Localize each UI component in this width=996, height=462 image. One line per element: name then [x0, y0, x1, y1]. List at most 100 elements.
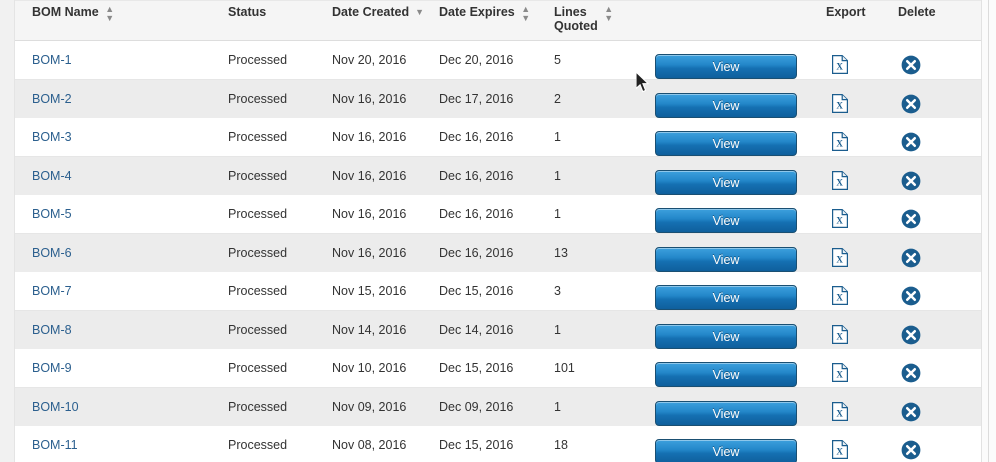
sort-toggle-lines-quoted-icon[interactable]: ▲ ▼ — [604, 4, 614, 23]
bom-name-link[interactable]: BOM-5 — [32, 207, 72, 221]
excel-file-icon[interactable]: X — [832, 402, 848, 421]
column-header-date-created[interactable]: Date Created ▼ — [332, 0, 437, 41]
sort-toggle-bom-name-icon[interactable]: ▲ ▼ — [105, 4, 115, 23]
excel-file-icon[interactable]: X — [832, 55, 848, 74]
view-button[interactable]: View — [655, 324, 797, 349]
cell-date-expires: Dec 16, 2016 — [439, 207, 514, 221]
cell-export[interactable]: X — [819, 157, 898, 196]
table-row: BOM-10 Processed Nov 09, 2016 Dec 09, 2016 1… — [15, 387, 981, 427]
column-header-export: Export — [819, 0, 898, 41]
column-header-date-expires[interactable]: Date Expires ▲ ▼ — [437, 0, 549, 41]
circle-x-icon[interactable] — [901, 286, 921, 306]
cell-delete[interactable] — [898, 118, 981, 157]
bom-name-link[interactable]: BOM-3 — [32, 130, 72, 144]
cell-export[interactable]: X — [819, 272, 898, 311]
cell-export[interactable]: X — [819, 80, 898, 119]
circle-x-icon[interactable] — [901, 248, 921, 268]
bom-name-link[interactable]: BOM-10 — [32, 400, 79, 414]
cell-export[interactable]: X — [819, 311, 898, 350]
cell-status: Processed — [228, 284, 288, 298]
bom-name-link[interactable]: BOM-1 — [32, 53, 72, 67]
sort-toggle-date-expires-icon[interactable]: ▲ ▼ — [521, 4, 531, 23]
cell-delete[interactable] — [898, 349, 981, 388]
bom-name-link[interactable]: BOM-9 — [32, 361, 72, 375]
view-button[interactable]: View — [655, 401, 797, 426]
cell-view: View — [655, 311, 819, 349]
cell-view: View — [655, 118, 819, 157]
cell-delete[interactable] — [898, 157, 981, 196]
column-header-bom-name-label: BOM Name — [32, 5, 99, 19]
cell-export[interactable]: X — [819, 426, 898, 462]
view-button[interactable]: View — [655, 208, 797, 233]
bom-name-link[interactable]: BOM-6 — [32, 246, 72, 260]
bom-table-container: BOM Name ▲ ▼ Status Date Created ▼ — [15, 0, 981, 462]
cell-export[interactable]: X — [819, 349, 898, 388]
table-row: BOM-3 Processed Nov 16, 2016 Dec 16, 2016 1 V… — [15, 118, 981, 157]
cell-delete[interactable] — [898, 388, 981, 427]
column-header-view — [655, 0, 819, 41]
excel-file-icon[interactable]: X — [832, 94, 848, 113]
column-header-bom-name[interactable]: BOM Name ▲ ▼ — [15, 0, 227, 41]
cell-date-created: Nov 16, 2016 — [332, 169, 407, 183]
circle-x-icon[interactable] — [901, 402, 921, 422]
sort-descending-date-created-icon[interactable]: ▼ — [415, 7, 425, 17]
view-button[interactable]: View — [655, 247, 797, 272]
circle-x-icon[interactable] — [901, 132, 921, 152]
view-button[interactable]: View — [655, 285, 797, 310]
bom-name-link[interactable]: BOM-4 — [32, 169, 72, 183]
cell-export[interactable]: X — [819, 388, 898, 427]
circle-x-icon[interactable] — [901, 171, 921, 191]
bom-name-link[interactable]: BOM-11 — [32, 438, 78, 452]
excel-file-icon[interactable]: X — [832, 440, 848, 459]
cell-delete[interactable] — [898, 80, 981, 119]
column-header-lines-quoted[interactable]: Lines Quoted ▲ ▼ — [549, 0, 655, 41]
svg-text:X: X — [836, 370, 843, 380]
cell-lines-quoted: 1 — [554, 207, 561, 221]
cell-bom-name: BOM-3 — [15, 118, 227, 157]
cell-export[interactable]: X — [819, 41, 898, 80]
circle-x-icon[interactable] — [901, 94, 921, 114]
excel-file-icon[interactable]: X — [832, 363, 848, 382]
view-button[interactable]: View — [655, 170, 797, 195]
cell-view: View — [655, 195, 819, 234]
excel-file-icon[interactable]: X — [832, 209, 848, 228]
cell-delete[interactable] — [898, 195, 981, 234]
view-button[interactable]: View — [655, 54, 797, 79]
cell-bom-name: BOM-6 — [15, 234, 227, 273]
cell-export[interactable]: X — [819, 234, 898, 273]
circle-x-icon[interactable] — [901, 440, 921, 460]
table-row: BOM-2 Processed Nov 16, 2016 Dec 17, 2016 2 V… — [15, 79, 981, 119]
cell-delete[interactable] — [898, 426, 981, 462]
cell-bom-name: BOM-5 — [15, 195, 227, 234]
excel-file-icon[interactable]: X — [832, 248, 848, 267]
circle-x-icon[interactable] — [901, 325, 921, 345]
circle-x-icon[interactable] — [901, 363, 921, 383]
view-button[interactable]: View — [655, 439, 797, 462]
svg-text:X: X — [836, 409, 843, 419]
circle-x-icon[interactable] — [901, 209, 921, 229]
cell-delete[interactable] — [898, 311, 981, 350]
column-header-status[interactable]: Status — [227, 0, 332, 41]
cell-view: View — [655, 80, 819, 118]
cell-delete[interactable] — [898, 41, 981, 80]
view-button[interactable]: View — [655, 93, 797, 118]
cell-view: View — [655, 41, 819, 80]
cell-export[interactable]: X — [819, 118, 898, 157]
bom-name-link[interactable]: BOM-2 — [32, 92, 72, 106]
cell-delete[interactable] — [898, 272, 981, 311]
table-head: BOM Name ▲ ▼ Status Date Created ▼ — [15, 0, 981, 41]
view-button[interactable]: View — [655, 131, 797, 156]
circle-x-icon[interactable] — [901, 55, 921, 75]
excel-file-icon[interactable]: X — [832, 171, 848, 190]
column-header-delete-label: Delete — [898, 5, 936, 19]
excel-file-icon[interactable]: X — [832, 286, 848, 305]
excel-file-icon[interactable]: X — [832, 325, 848, 344]
excel-file-icon[interactable]: X — [832, 132, 848, 151]
view-button[interactable]: View — [655, 362, 797, 387]
cell-status: Processed — [228, 169, 288, 183]
cell-export[interactable]: X — [819, 195, 898, 234]
cell-delete[interactable] — [898, 234, 981, 273]
page-right-gutter-scrollbar[interactable] — [981, 0, 996, 462]
bom-name-link[interactable]: BOM-7 — [32, 284, 72, 298]
bom-name-link[interactable]: BOM-8 — [32, 323, 72, 337]
